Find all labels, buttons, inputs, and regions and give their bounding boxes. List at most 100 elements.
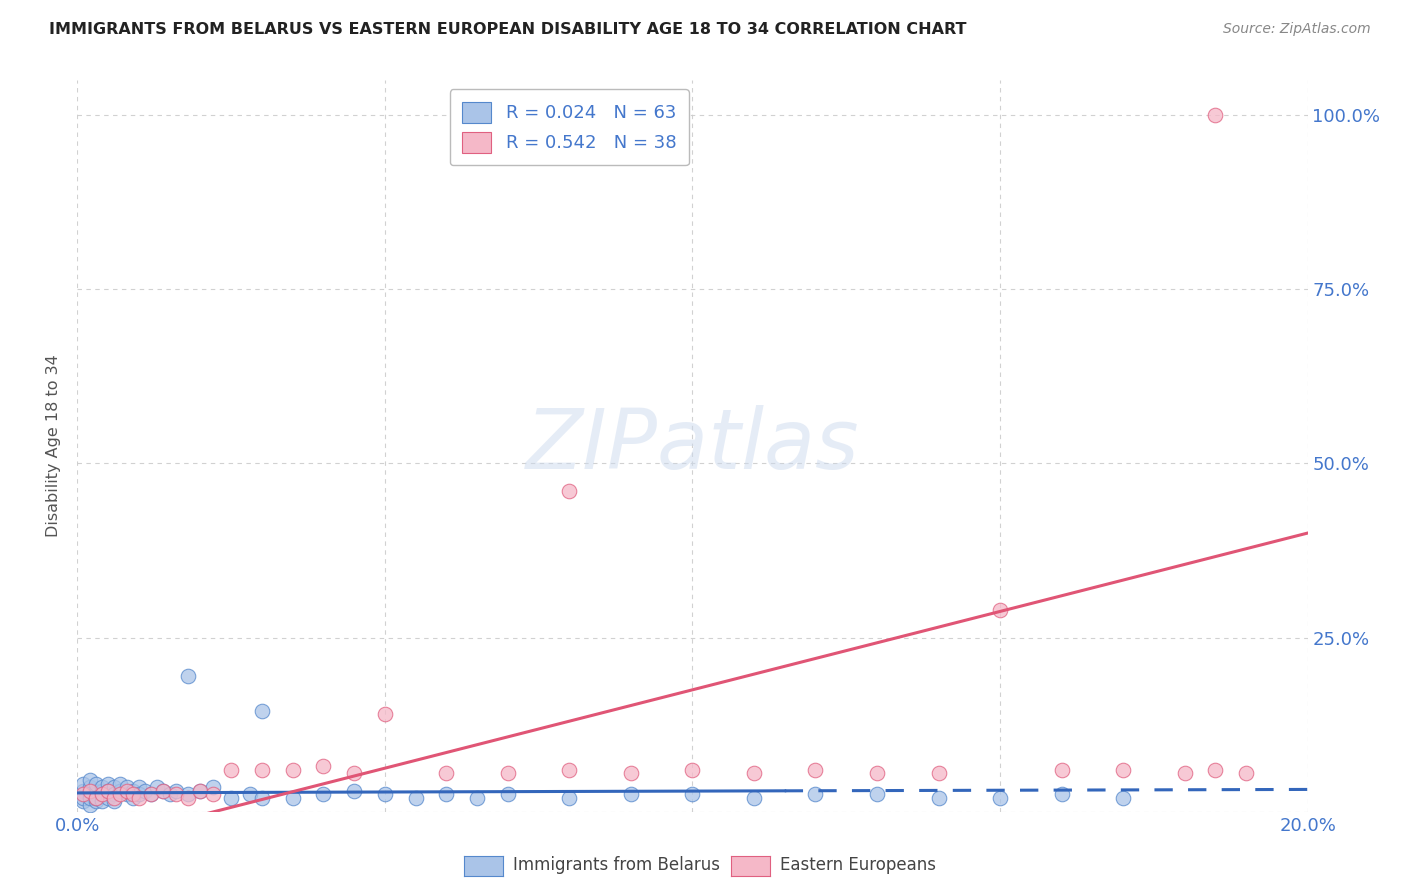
Point [110, 777, 132, 791]
Point [177, 669, 200, 683]
Point [110, 784, 132, 798]
Point [84, 790, 107, 805]
Point [152, 784, 174, 798]
Point [620, 766, 643, 780]
Point [128, 790, 150, 805]
Point [79, 780, 101, 795]
Text: Source: ZipAtlas.com: Source: ZipAtlas.com [1223, 22, 1371, 37]
Point [84, 777, 107, 791]
Point [121, 790, 143, 805]
Point [103, 780, 125, 795]
Point [121, 784, 143, 798]
Text: Immigrants from Belarus: Immigrants from Belarus [513, 856, 720, 874]
Point [742, 790, 765, 805]
Point [134, 784, 156, 798]
Point [343, 784, 366, 798]
Point [804, 787, 827, 801]
Y-axis label: Disability Age 18 to 34: Disability Age 18 to 34 [46, 355, 62, 537]
Text: Eastern Europeans: Eastern Europeans [780, 856, 936, 874]
Point [128, 787, 150, 801]
Point [1112, 763, 1135, 777]
Point [79, 787, 101, 801]
Point [1204, 763, 1226, 777]
Point [103, 794, 125, 808]
Point [159, 787, 181, 801]
Point [496, 766, 519, 780]
Point [1204, 108, 1226, 122]
Point [620, 787, 643, 801]
Point [188, 784, 212, 798]
Point [152, 784, 174, 798]
Point [141, 787, 163, 801]
Point [558, 790, 581, 805]
Point [115, 784, 138, 798]
Point [250, 763, 273, 777]
Point [1112, 790, 1135, 805]
Point [436, 766, 458, 780]
Point [72, 794, 94, 808]
Point [682, 787, 704, 801]
Point [141, 787, 163, 801]
Point [742, 766, 765, 780]
Point [374, 787, 396, 801]
Point [90, 784, 114, 798]
Point [1234, 766, 1257, 780]
Point [312, 787, 335, 801]
Point [496, 787, 519, 801]
Point [84, 790, 107, 805]
Point [188, 784, 212, 798]
Point [128, 780, 150, 795]
Point [436, 787, 458, 801]
Point [97, 784, 120, 798]
Point [250, 790, 273, 805]
Point [79, 784, 101, 798]
Point [72, 787, 94, 801]
Text: ZIPatlas: ZIPatlas [526, 406, 859, 486]
Point [928, 766, 950, 780]
Point [239, 787, 262, 801]
Point [90, 787, 114, 801]
Point [90, 794, 114, 808]
Point [405, 790, 427, 805]
Point [84, 787, 107, 801]
Point [103, 787, 125, 801]
Point [72, 777, 94, 791]
Point [177, 787, 200, 801]
Point [1050, 787, 1073, 801]
Point [804, 763, 827, 777]
Point [988, 790, 1011, 805]
Text: IMMIGRANTS FROM BELARUS VS EASTERN EUROPEAN DISABILITY AGE 18 TO 34 CORRELATION : IMMIGRANTS FROM BELARUS VS EASTERN EUROP… [49, 22, 967, 37]
Point [97, 790, 120, 805]
Point [1050, 763, 1073, 777]
Point [97, 784, 120, 798]
Point [97, 777, 120, 791]
Point [79, 797, 101, 812]
Point [866, 766, 889, 780]
Point [374, 707, 396, 722]
Point [72, 790, 94, 805]
Point [343, 766, 366, 780]
Point [219, 790, 242, 805]
Point [90, 787, 114, 801]
Point [928, 790, 950, 805]
Point [79, 773, 101, 788]
Point [281, 763, 304, 777]
Point [103, 790, 125, 805]
Point [90, 780, 114, 795]
Point [84, 794, 107, 808]
Point [866, 787, 889, 801]
Point [465, 790, 488, 805]
Point [312, 759, 335, 773]
Point [165, 784, 187, 798]
Point [682, 763, 704, 777]
Point [84, 784, 107, 798]
Point [72, 784, 94, 798]
Point [558, 484, 581, 499]
Point [79, 790, 101, 805]
Point [558, 763, 581, 777]
Point [201, 787, 224, 801]
Point [165, 787, 187, 801]
Point [219, 763, 242, 777]
Point [121, 787, 143, 801]
Point [115, 787, 138, 801]
